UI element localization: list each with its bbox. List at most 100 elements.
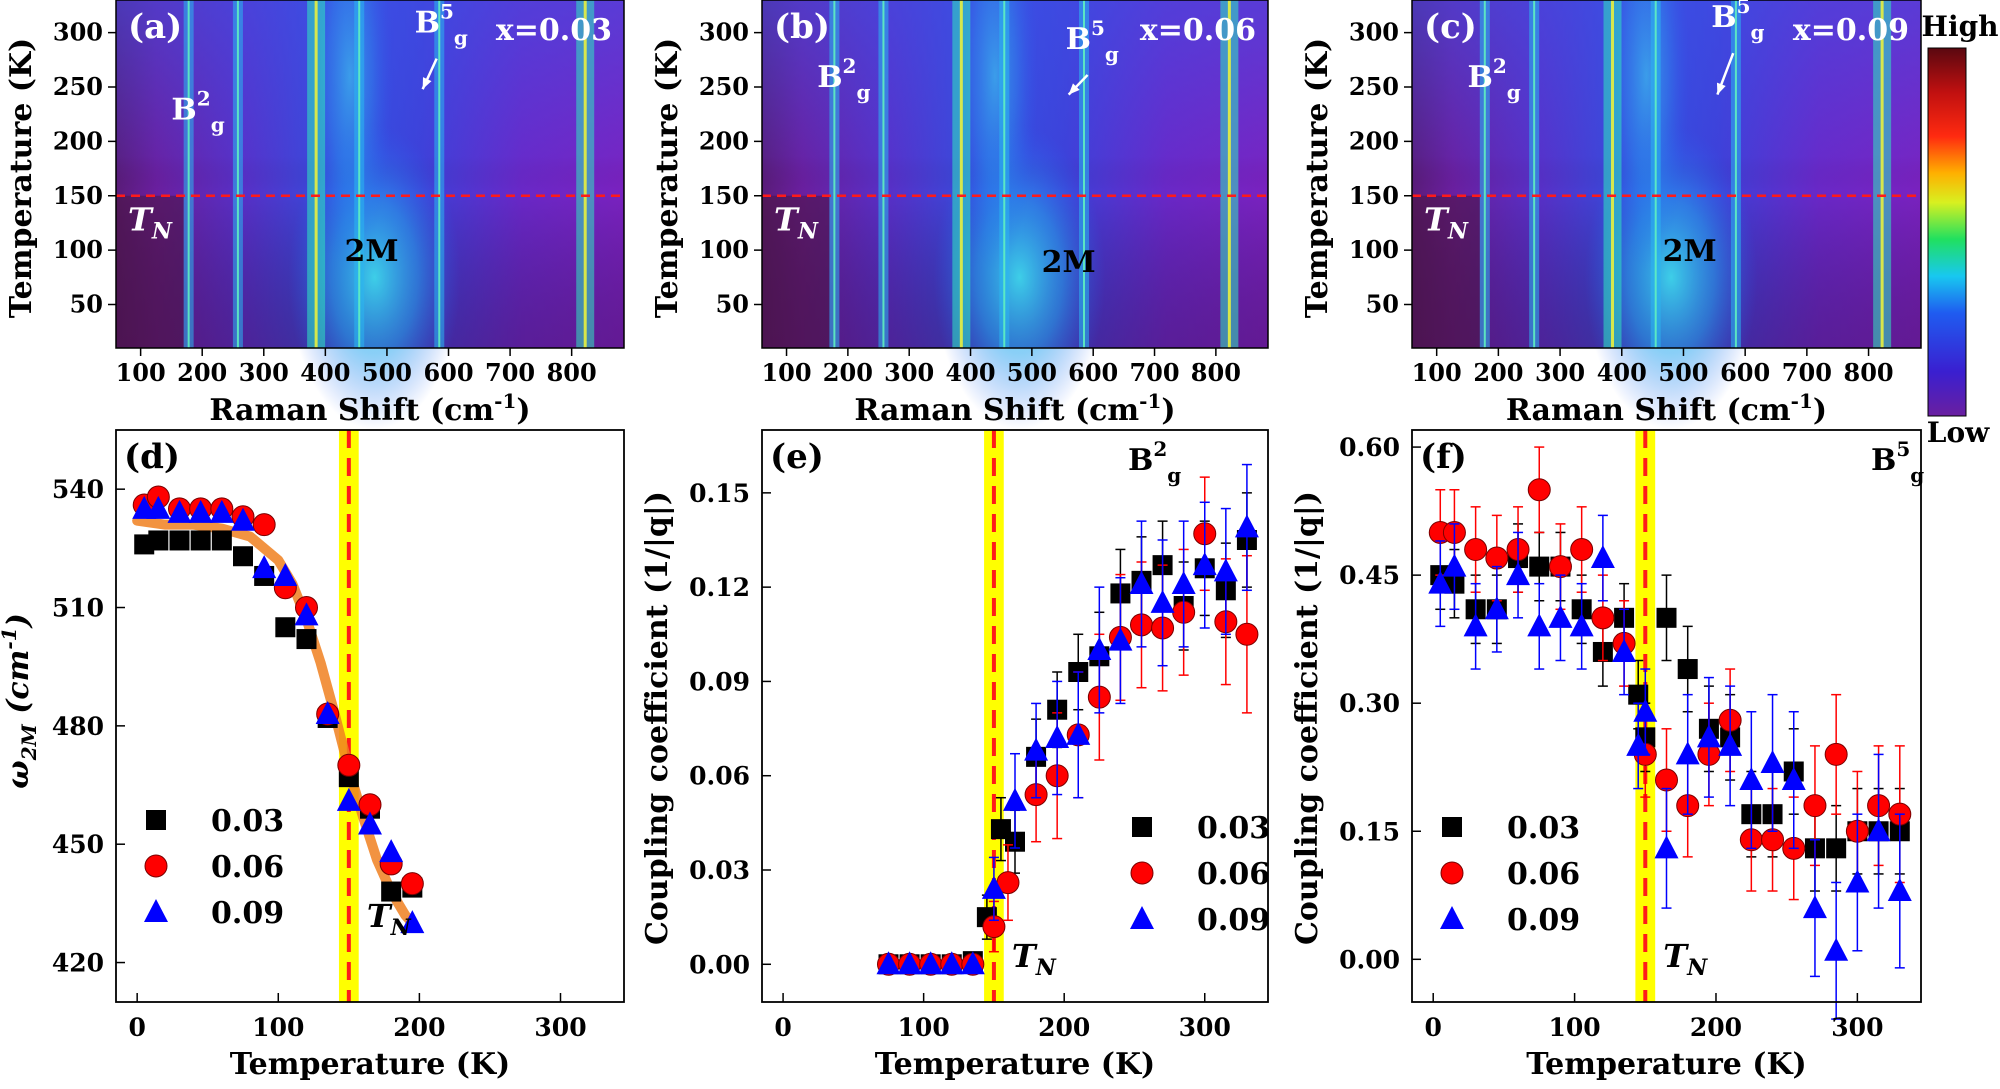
heatmap-low-region [116, 195, 184, 348]
y-tick-label: 150 [699, 181, 749, 210]
colorbar-high-label: High [1921, 10, 1998, 43]
y-axis-label: Coupling coefficient (1/|q|) [1290, 491, 1325, 945]
mode-label: B2g [1128, 437, 1181, 487]
data-point-triangle [1548, 604, 1573, 628]
y-tick-label: 200 [699, 126, 749, 155]
two-magnon-upper [1603, 0, 1690, 272]
data-point-circle [1570, 538, 1594, 562]
y-tick-label: 0.09 [689, 667, 750, 696]
legend-label: 0.03 [211, 804, 284, 839]
x-tick-label: 300 [1831, 1013, 1883, 1042]
arrow-head [422, 77, 432, 90]
y-tick-label: 200 [1349, 126, 1399, 155]
data-point-triangle [379, 839, 404, 863]
data-point-triangle [167, 499, 192, 523]
x-tick-label: 200 [1473, 358, 1523, 387]
plot-frame [1411, 0, 1922, 349]
mode-label: B5g [1871, 437, 1924, 487]
x-tick-label: 200 [823, 358, 873, 387]
data-point-square [296, 629, 317, 650]
data-point-circle [1235, 622, 1259, 646]
data-point-square [1529, 556, 1550, 577]
tn-label: TN [367, 897, 412, 941]
data-point-square [211, 530, 232, 551]
data-point-circle [1655, 768, 1678, 792]
data-point-triangle [1887, 878, 1912, 902]
data-point-circle [1440, 861, 1464, 885]
data-point-circle [1464, 538, 1488, 562]
panel-label: (f) [1420, 437, 1467, 477]
plot-frame [115, 0, 625, 349]
panel-label: (a) [128, 7, 182, 47]
y-tick-label: 0.15 [689, 479, 750, 508]
data-point-triangle [144, 899, 168, 922]
data-point-triangle [1234, 514, 1259, 538]
y-tick-label: 250 [699, 72, 749, 101]
y-tick-label: 150 [53, 181, 103, 210]
data-point-triangle [1845, 869, 1870, 893]
data-point-circle [400, 872, 424, 896]
x-tick-label: 400 [300, 358, 350, 387]
data-point-square [1628, 684, 1649, 705]
y-tick-label: 0.12 [689, 573, 750, 602]
y-axis-label: Temperature (K) [650, 38, 685, 319]
data-point-triangle [1696, 724, 1721, 748]
y-tick-label: 0.15 [1339, 817, 1400, 846]
panel-label: (e) [770, 437, 824, 477]
legend-label: 0.09 [211, 896, 284, 931]
data-point-circle [1548, 555, 1572, 579]
series-0.09 [132, 495, 425, 934]
data-point-square [169, 530, 190, 551]
data-point-circle [1591, 606, 1615, 630]
x-tick-label: 100 [1549, 1013, 1601, 1042]
colorbar [1927, 47, 1967, 417]
data-point-triangle [1866, 818, 1891, 842]
x-tick-label: 200 [393, 1013, 445, 1042]
x-tick-label: 300 [1179, 1013, 1231, 1042]
plot-frame [1411, 429, 1922, 1003]
data-point-triangle [1045, 725, 1070, 748]
x-tick-label: 100 [761, 358, 811, 387]
x-tick-label: 200 [1690, 1013, 1742, 1042]
y-tick-label: 0.00 [1339, 945, 1400, 974]
series-0.06 [877, 476, 1259, 976]
heatmap-panel: 100 200 300 400 500 600 700 800 50 100 150 200 250 30… [1300, 0, 1922, 430]
x-axis-label: Temperature (K) [230, 1047, 511, 1082]
x-axis-label: Raman Shift (cm-1) [1506, 389, 1827, 428]
data-point-triangle [336, 787, 361, 811]
data-point-triangle [1718, 732, 1743, 756]
y-tick-label: 300 [699, 18, 749, 47]
data-point-triangle [1108, 627, 1133, 651]
data-point-triangle [231, 507, 255, 531]
data-point-triangle [1087, 637, 1112, 660]
x-tick-label: 100 [252, 1013, 304, 1042]
y-tick-label: 50 [716, 290, 749, 319]
x-tick-label: 500 [362, 358, 412, 387]
legend-label: 0.06 [1507, 857, 1580, 892]
two-magnon-label: 2M [1042, 245, 1096, 280]
plot-frame [115, 429, 625, 1003]
x-axis-label: Raman Shift (cm-1) [854, 389, 1175, 428]
data-point-triangle [1590, 545, 1615, 569]
composition-label: x=0.03 [496, 13, 612, 48]
x-tick-label: 400 [945, 358, 995, 387]
y-tick-label: 480 [52, 712, 104, 741]
data-point-triangle [897, 951, 922, 975]
scatter-panel: 0 100 200 300 0.00 0.15 0.30 0.45 0.60 Temperatur… [1290, 429, 1924, 1082]
data-point-triangle [1213, 558, 1238, 582]
tn-label: TN [128, 201, 173, 245]
data-point-triangle [1442, 553, 1467, 577]
data-point-triangle [1781, 767, 1806, 791]
data-point-circle [1130, 861, 1154, 885]
x-tick-label: 400 [1597, 358, 1647, 387]
y-tick-label: 300 [53, 18, 103, 47]
data-point-triangle [981, 875, 1006, 899]
data-point-circle [252, 513, 276, 537]
data-point-square [190, 530, 211, 551]
x-axis-label: Raman Shift (cm-1) [209, 389, 530, 428]
y-tick-label: 100 [699, 235, 749, 264]
y-tick-label: 0.00 [689, 950, 750, 979]
x-tick-label: 600 [423, 358, 473, 387]
data-point-square [1826, 838, 1847, 859]
data-point-square [233, 546, 253, 567]
